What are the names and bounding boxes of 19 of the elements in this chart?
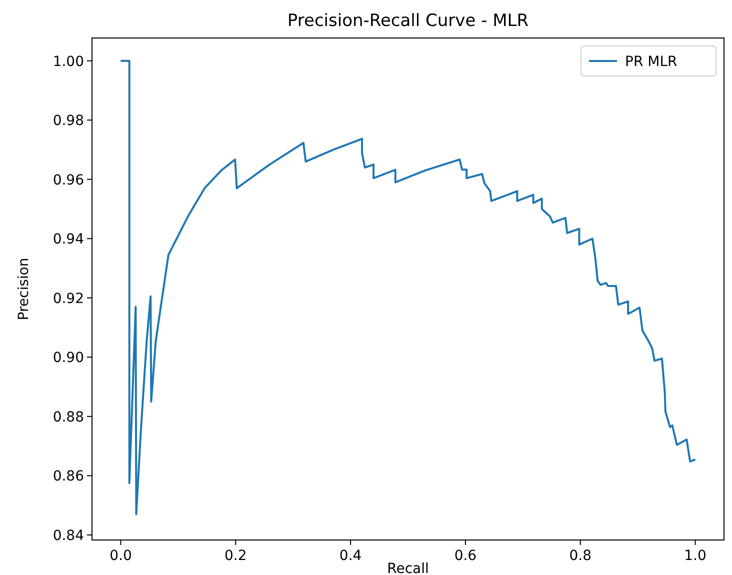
x-tick-label: 0.4 — [339, 548, 362, 564]
y-tick-label: 0.94 — [52, 232, 84, 248]
x-tick-label: 0.0 — [110, 548, 132, 564]
y-tick-label: 1.00 — [52, 54, 84, 70]
x-tick-label: 0.8 — [569, 548, 592, 564]
x-tick-label: 1.0 — [684, 548, 706, 564]
y-axis-title: Precision — [16, 258, 32, 320]
x-tick-label: 0.6 — [454, 548, 477, 564]
y-tick-label: 0.96 — [52, 172, 84, 188]
y-tick-label: 0.86 — [52, 468, 84, 485]
y-tick-label: 0.90 — [52, 350, 84, 366]
y-tick-label: 0.98 — [52, 113, 84, 130]
legend-label: PR MLR — [625, 54, 678, 70]
x-axis-title: Recall — [387, 561, 429, 575]
x-tick-label: 0.2 — [224, 548, 247, 564]
chart-title: Precision-Recall Curve - MLR — [287, 11, 529, 31]
y-tick-label: 0.92 — [52, 290, 84, 307]
y-tick-label: 0.88 — [52, 409, 84, 426]
y-tick-label: 0.84 — [52, 528, 84, 544]
